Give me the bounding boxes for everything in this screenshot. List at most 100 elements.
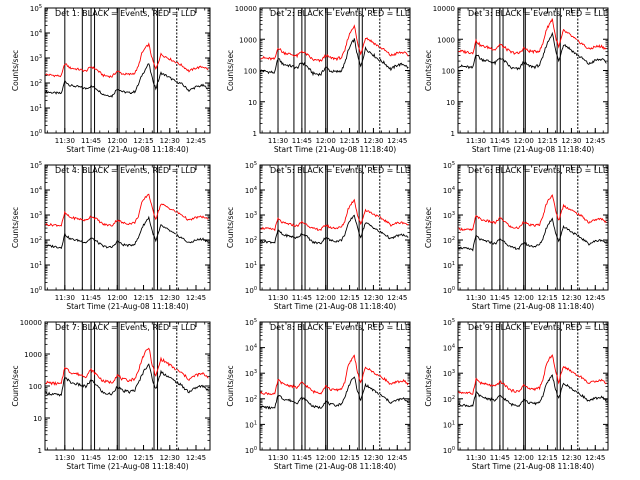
series-line-lld — [45, 193, 209, 227]
y-axis-label: Counts/sec — [226, 365, 235, 406]
x-tick-label: 12:15 — [537, 137, 557, 145]
y-tick-label: 104 — [30, 29, 42, 38]
x-tick-label: 12:15 — [133, 137, 153, 145]
plot-frame — [259, 164, 411, 291]
x-tick-label: 12:15 — [133, 294, 153, 302]
x-tick-label: 11:30 — [466, 137, 486, 145]
y-tick-label: 1000 — [437, 36, 455, 44]
series-line-lld — [260, 198, 409, 232]
x-tick-label: 11:45 — [490, 294, 510, 302]
y-tick-label: 105 — [30, 4, 42, 13]
y-tick-label: 104 — [245, 344, 257, 353]
series-line-events — [45, 215, 209, 250]
panel-title: Det 1: BLACK = Events, RED = LLD — [55, 9, 196, 18]
panel-title: Det 9: BLACK = Events, RED = LLD — [468, 323, 609, 332]
x-tick-label: 11:30 — [55, 137, 75, 145]
y-tick-label: 103 — [245, 369, 257, 378]
y-tick-label: 100 — [30, 286, 42, 295]
series-line-lld — [45, 42, 209, 79]
x-tick-label: 12:00 — [107, 137, 127, 145]
series-line-events — [260, 214, 409, 245]
series-line-events — [260, 376, 409, 410]
y-tick-label: 103 — [30, 54, 42, 63]
x-tick-label: 11:45 — [490, 137, 510, 145]
y-tick-label: 101 — [245, 420, 257, 429]
series-line-events — [458, 31, 607, 71]
y-tick-label: 105 — [245, 318, 257, 327]
series-line-events — [45, 63, 209, 98]
series-line-events — [45, 363, 209, 397]
y-tick-label: 102 — [30, 236, 42, 245]
x-tick-label: 11:45 — [490, 454, 510, 462]
plot-frame — [457, 321, 609, 451]
x-tick-label: 12:30 — [160, 294, 180, 302]
chart-panel-5: Det 5: BLACK = Events, RED = LLD 100 101 10… — [226, 161, 411, 311]
series-line-lld — [458, 354, 607, 395]
series-line-lld — [45, 347, 209, 386]
chart-panel-6: Det 6: BLACK = Events, RED = LLD 100 101 10… — [424, 161, 609, 311]
y-tick-label: 10000 — [20, 319, 42, 327]
x-tick-label: 12:15 — [537, 454, 557, 462]
x-tick-label: 11:30 — [55, 294, 75, 302]
y-tick-label: 103 — [30, 211, 42, 220]
panel-title: Det 5: BLACK = Events, RED = LLD — [270, 166, 411, 175]
panel-title: Det 3: BLACK = Events, RED = LLD — [468, 9, 609, 18]
x-tick-label: 11:45 — [292, 294, 312, 302]
y-tick-label: 104 — [30, 186, 42, 195]
y-tick-label: 1000 — [239, 36, 257, 44]
y-tick-label: 100 — [443, 446, 455, 455]
x-tick-label: 12:45 — [585, 137, 605, 145]
x-tick-label: 12:00 — [107, 454, 127, 462]
y-tick-label: 10 — [248, 99, 257, 107]
series-line-lld — [260, 354, 409, 396]
y-tick-label: 104 — [443, 186, 455, 195]
y-tick-label: 103 — [245, 211, 257, 220]
x-tick-label: 12:45 — [186, 454, 206, 462]
x-axis-label: Start Time (21-Aug-08 11:18:40) — [66, 145, 188, 154]
x-tick-label: 12:30 — [160, 454, 180, 462]
y-tick-label: 103 — [443, 211, 455, 220]
x-tick-label: 11:30 — [55, 454, 75, 462]
x-tick-label: 11:45 — [81, 454, 101, 462]
y-tick-label: 105 — [245, 161, 257, 170]
x-tick-label: 11:30 — [466, 294, 486, 302]
y-tick-label: 100 — [245, 286, 257, 295]
y-tick-label: 104 — [443, 344, 455, 353]
x-tick-label: 12:30 — [363, 454, 383, 462]
y-tick-label: 100 — [443, 286, 455, 295]
series-line-lld — [458, 194, 607, 232]
y-tick-label: 102 — [245, 395, 257, 404]
x-axis-label: Start Time (21-Aug-08 11:18:40) — [472, 145, 594, 154]
x-axis-label: Start Time (21-Aug-08 11:18:40) — [274, 462, 396, 471]
x-tick-label: 12:30 — [561, 454, 581, 462]
y-tick-label: 105 — [443, 318, 455, 327]
x-tick-label: 12:45 — [387, 454, 407, 462]
x-tick-label: 12:30 — [561, 137, 581, 145]
y-tick-label: 101 — [443, 420, 455, 429]
y-tick-label: 102 — [443, 395, 455, 404]
series-line-events — [260, 38, 409, 77]
y-tick-label: 100 — [245, 446, 257, 455]
panel-title: Det 4: BLACK = Events, RED = LLD — [55, 166, 196, 175]
y-tick-label: 10000 — [433, 5, 455, 13]
x-tick-label: 12:45 — [186, 294, 206, 302]
y-tick-label: 1 — [253, 130, 257, 138]
series-line-events — [458, 217, 607, 252]
x-axis-label: Start Time (21-Aug-08 11:18:40) — [274, 302, 396, 311]
plot-frame — [44, 7, 211, 134]
x-tick-label: 12:00 — [514, 294, 534, 302]
x-axis-label: Start Time (21-Aug-08 11:18:40) — [472, 462, 594, 471]
x-tick-label: 12:00 — [316, 454, 336, 462]
y-tick-label: 102 — [30, 79, 42, 88]
y-tick-label: 10000 — [235, 5, 257, 13]
y-tick-label: 10 — [446, 99, 455, 107]
y-axis-label: Counts/sec — [11, 207, 20, 248]
x-tick-label: 12:15 — [339, 294, 359, 302]
x-axis-label: Start Time (21-Aug-08 11:18:40) — [472, 302, 594, 311]
y-tick-label: 101 — [30, 261, 42, 270]
y-tick-label: 105 — [30, 161, 42, 170]
y-tick-label: 103 — [443, 369, 455, 378]
y-axis-label: Counts/sec — [226, 50, 235, 91]
y-tick-label: 100 — [30, 129, 42, 138]
